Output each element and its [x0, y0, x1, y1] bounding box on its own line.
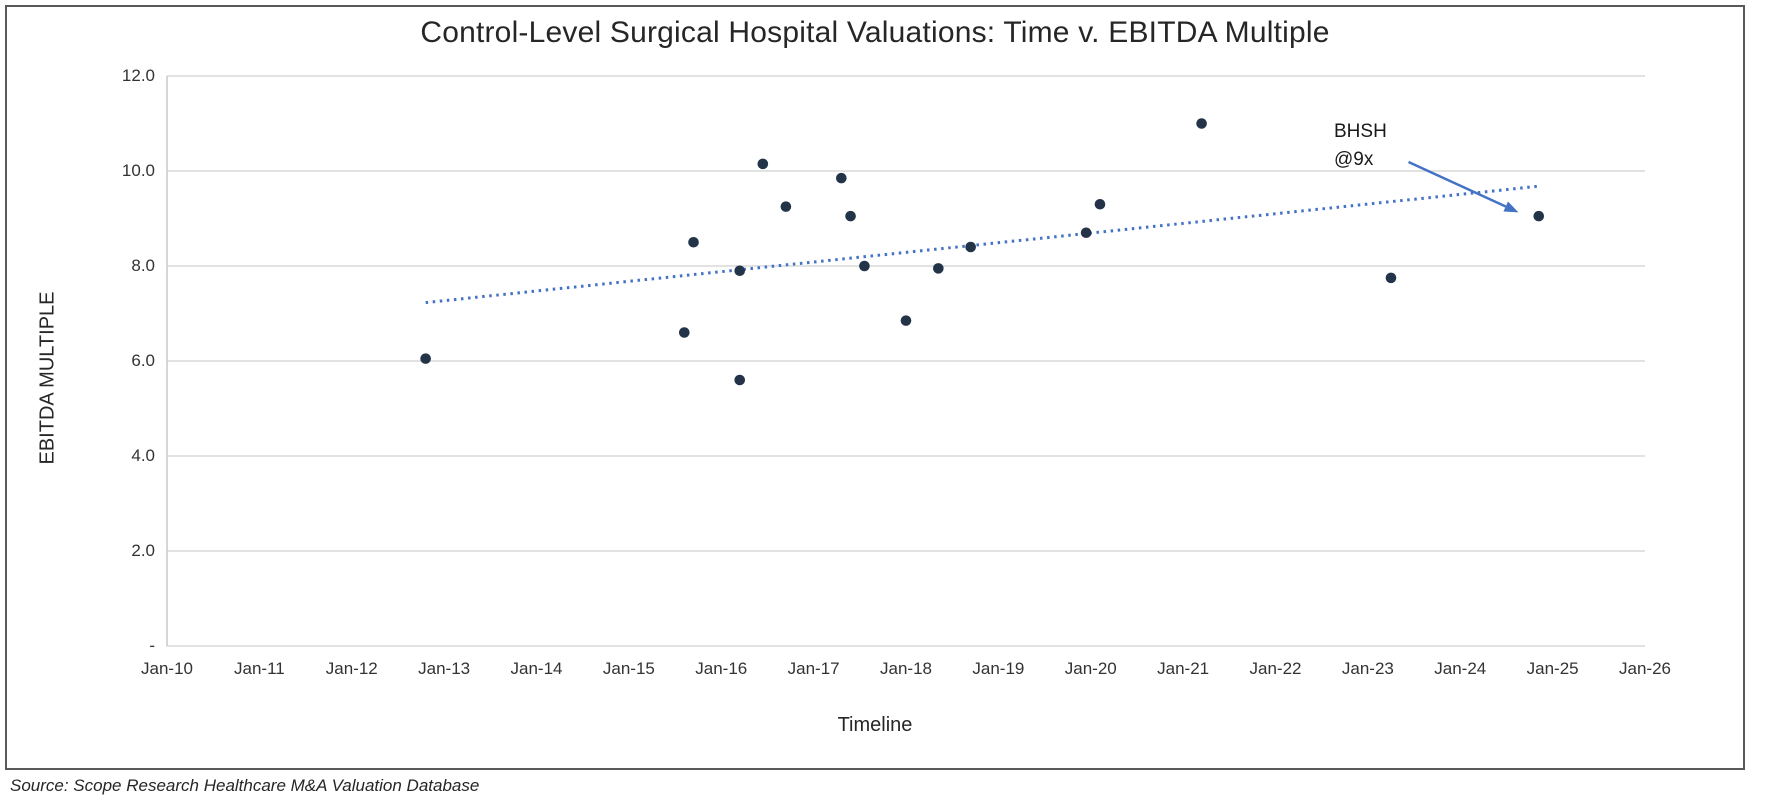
x-tick-label: Jan-20: [1064, 659, 1117, 678]
scatter-point: [859, 260, 870, 272]
scatter-point: [734, 265, 746, 277]
scatter-point: [1080, 227, 1092, 239]
annotation-bhsh: BHSH @9x: [1334, 118, 1387, 173]
y-tick-label: 12.0: [121, 66, 155, 85]
x-tick-label: Jan-17: [787, 659, 840, 678]
y-tick-label: 8.0: [131, 256, 155, 275]
y-tick-label: 4.0: [131, 446, 155, 465]
x-tick-label: Jan-11: [234, 659, 285, 678]
scatter-point: [900, 315, 912, 326]
y-tick-label: 10.0: [121, 161, 155, 180]
scatter-point: [1094, 198, 1106, 210]
x-tick-label: Jan-14: [510, 659, 563, 678]
source-note: Source: Scope Research Healthcare M&A Va…: [10, 776, 480, 795]
x-tick-label: Jan-18: [880, 659, 932, 678]
annotation-line-1: BHSH: [1334, 121, 1387, 142]
figure-border: [5, 5, 1745, 770]
y-tick-label: -: [149, 636, 155, 655]
y-tick-label: 2.0: [131, 541, 155, 560]
scatter-point: [679, 327, 690, 338]
trendline: [425, 184, 1539, 305]
scatter-point: [420, 353, 431, 364]
scatter-point: [836, 172, 847, 184]
scatter-point: [1533, 210, 1545, 222]
scatter-point: [1385, 272, 1397, 284]
x-tick-label: Jan-22: [1249, 659, 1302, 678]
x-tick-label: Jan-25: [1526, 659, 1579, 678]
y-tick-label: 6.0: [131, 351, 155, 370]
annotation-line-2: @9x: [1334, 148, 1374, 170]
scatter-point: [734, 374, 746, 386]
chart-title: Control-Level Surgical Hospital Valuatio…: [420, 16, 1330, 49]
y-axis-title: EBITDA MULTIPLE: [36, 291, 59, 465]
x-tick-label: Jan-21: [1157, 659, 1210, 678]
annotation-arrow-line: [1407, 160, 1507, 208]
x-tick-label: Jan-12: [325, 659, 378, 678]
scatter-point: [965, 241, 976, 253]
scatter-point: [1196, 118, 1207, 129]
scatter-point: [688, 236, 699, 248]
scatter-point: [757, 158, 769, 170]
x-tick-label: Jan-16: [695, 659, 748, 678]
x-tick-label: Jan-19: [972, 659, 1025, 678]
scatter-point: [933, 263, 944, 274]
x-tick-label: Jan-15: [602, 659, 655, 678]
x-tick-label: Jan-13: [418, 659, 471, 678]
x-tick-label: Jan-26: [1619, 659, 1671, 678]
x-tick-label: Jan-24: [1434, 659, 1487, 678]
scatter-point: [780, 201, 792, 212]
scatter-point: [845, 210, 856, 222]
x-axis-title: Timeline: [837, 714, 913, 736]
x-tick-label: Jan-23: [1341, 659, 1394, 678]
annotation-arrow-head: [1503, 201, 1519, 213]
x-tick-label: Jan-10: [141, 659, 193, 678]
